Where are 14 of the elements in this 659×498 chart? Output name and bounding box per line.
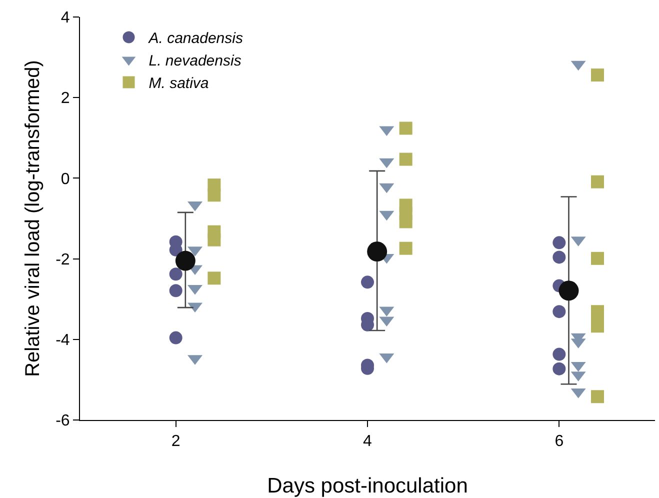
y-tick-label: 4 [60, 10, 70, 27]
legend-label: A. canadensis [148, 30, 244, 48]
y-tick-label: 0 [60, 170, 70, 188]
x-tick-label: 6 [554, 433, 564, 450]
y-axis-title: Relative viral load (log-transformed) [22, 60, 44, 377]
y-tick-label: -2 [56, 251, 70, 268]
y-tick-label: -6 [56, 412, 70, 430]
y-tick-label: -4 [56, 332, 70, 349]
legend-label: L. nevadensis [148, 52, 242, 70]
x-tick-label: 4 [363, 433, 372, 450]
x-axis-title: Days post-inoculation [267, 474, 468, 498]
y-tick-label: 2 [60, 90, 70, 108]
x-tick-label: 2 [171, 433, 180, 450]
legend-label: M. sativa [148, 75, 209, 92]
